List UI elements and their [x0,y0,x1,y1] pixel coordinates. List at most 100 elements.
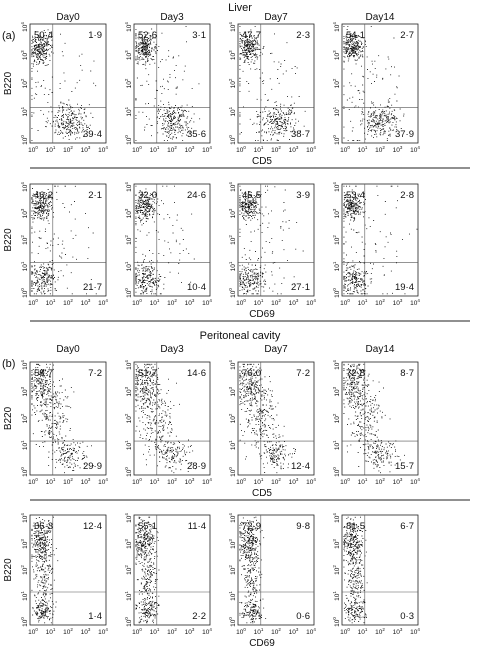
day-label: Day3 [160,12,184,23]
y-tick-label: 100 [20,288,29,298]
y-axis-label: B220 [3,406,14,430]
quadrant-lr: 21·7 [83,282,102,293]
y-tick-label: 103 [332,50,341,60]
x-tick-label: 103 [393,298,403,307]
x-tick-label: 101 [150,627,160,636]
tick-exponent: 0 [124,135,129,138]
day-label: Day0 [56,344,80,355]
scatter-dots [343,185,418,295]
tick-base: 10 [334,264,341,272]
tick-exponent: 1 [157,477,160,482]
tick-exponent: 0 [243,298,246,303]
tick-base: 10 [334,237,341,245]
x-tick-label: 103 [289,477,299,486]
tick-exponent: 4 [105,477,108,482]
tick-base: 10 [254,300,262,307]
tick-base: 10 [230,515,237,523]
quadrant-lr: 39·4 [83,129,102,140]
x-tick-label: 100 [28,627,38,636]
tick-exponent: 4 [332,182,337,185]
tick-exponent: 3 [296,298,299,303]
tick-exponent: 1 [365,298,368,303]
quadrant-ul: 81·5 [346,521,365,532]
tick-base: 10 [230,137,237,145]
quadrant-lr: 37·9 [395,129,414,140]
tick-base: 10 [334,109,341,117]
x-tick-label: 101 [358,145,368,154]
tick-exponent: 3 [192,627,195,632]
tick-base: 10 [236,479,244,486]
tick-base: 10 [46,147,54,154]
tick-exponent: 1 [53,145,56,150]
tick-exponent: 2 [20,78,25,81]
tick-exponent: 0 [243,627,246,632]
tick-exponent: 4 [105,627,108,632]
tick-base: 10 [185,479,193,486]
y-tick-label: 100 [332,288,341,298]
section-label: (b) [2,358,15,370]
y-tick-label: 101 [332,106,341,116]
day-label: Day14 [366,12,395,23]
scatter-dots [343,25,405,142]
tick-exponent: 0 [332,135,337,138]
tick-exponent: 3 [124,50,129,53]
tick-exponent: 2 [278,145,281,150]
tick-exponent: 0 [139,298,142,303]
tick-exponent: 4 [228,360,233,363]
scatter-dots [31,516,59,624]
y-tick-label: 103 [228,386,237,396]
x-tick-label: 103 [289,145,299,154]
tick-exponent: 0 [332,288,337,291]
plot-frame [237,183,315,297]
tick-exponent: 4 [417,477,420,482]
tick-exponent: 2 [20,565,25,568]
tick-base: 10 [230,81,237,89]
tick-base: 10 [81,629,89,636]
y-tick-label: 103 [228,539,237,549]
tick-base: 10 [185,300,193,307]
tick-base: 10 [22,541,29,549]
y-tick-label: 103 [20,50,29,60]
tick-exponent: 2 [174,145,177,150]
tick-base: 10 [126,53,133,61]
x-tick-label: 100 [340,298,350,307]
scatter-dots [239,516,267,624]
quadrant-ur: 7·2 [296,368,310,379]
tick-base: 10 [230,469,237,477]
y-tick-label: 103 [124,386,133,396]
y-axis-label: B220 [3,228,14,252]
y-tick-label: 102 [228,235,237,245]
y-tick-label: 104 [332,22,341,32]
tick-exponent: 3 [88,145,91,150]
scatter-dots [135,516,160,624]
tick-base: 10 [334,53,341,61]
tick-exponent: 1 [53,477,56,482]
x-tick-label: 103 [185,627,195,636]
y-tick-label: 102 [332,413,341,423]
tick-base: 10 [254,629,262,636]
y-axis-label: B220 [3,71,14,95]
tick-base: 10 [375,629,383,636]
x-tick-label: 102 [167,627,177,636]
quadrant-ur: 1·9 [88,30,102,41]
x-tick-label: 101 [254,298,264,307]
tick-exponent: 2 [278,627,281,632]
y-tick-label: 100 [124,617,133,627]
x-tick-label: 101 [254,145,264,154]
y-tick-label: 100 [228,617,237,627]
tick-base: 10 [126,137,133,145]
y-tick-label: 104 [228,513,237,523]
tick-base: 10 [271,147,279,154]
y-tick-label: 103 [332,539,341,549]
x-tick-label: 100 [236,477,246,486]
tick-base: 10 [410,300,418,307]
y-tick-label: 100 [332,617,341,627]
tick-exponent: 1 [157,145,160,150]
x-axis-label: CD69 [249,309,275,320]
tick-exponent: 1 [261,477,264,482]
quadrant-ur: 3·9 [296,190,310,201]
tick-exponent: 4 [332,22,337,25]
y-tick-label: 102 [228,565,237,575]
plot-frame [341,23,419,144]
tick-exponent: 1 [332,261,337,264]
